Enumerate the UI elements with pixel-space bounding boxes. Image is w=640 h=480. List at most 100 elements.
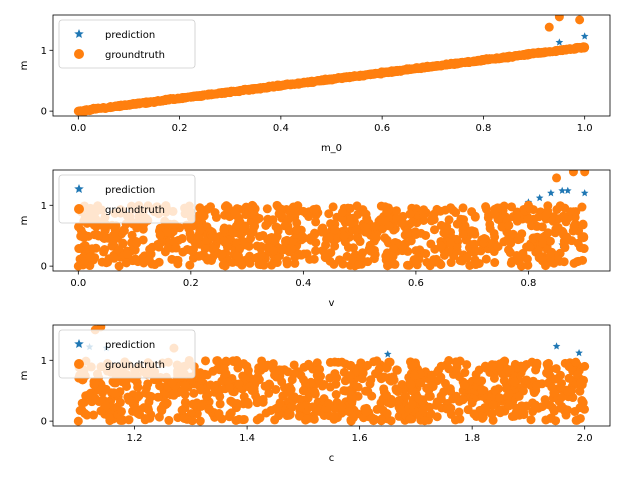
groundtruth-point: [121, 377, 131, 387]
groundtruth-point: [459, 380, 469, 390]
groundtruth-point: [298, 386, 308, 396]
groundtruth-point: [119, 225, 129, 235]
groundtruth-point: [80, 105, 90, 115]
x-tick-label: 1.6: [352, 433, 368, 444]
groundtruth-point: [402, 260, 412, 270]
groundtruth-point: [101, 401, 111, 411]
groundtruth-point: [324, 209, 334, 219]
groundtruth-point: [169, 388, 179, 398]
groundtruth-point: [239, 414, 249, 424]
groundtruth-point: [219, 364, 229, 374]
groundtruth-point: [79, 233, 89, 243]
groundtruth-point: [504, 388, 514, 398]
groundtruth-point: [146, 97, 156, 107]
groundtruth-point: [302, 414, 312, 424]
groundtruth-point: [297, 231, 307, 241]
groundtruth-point: [282, 259, 292, 269]
groundtruth-point: [568, 170, 578, 177]
x-tick-label: 0.2: [183, 278, 199, 289]
groundtruth-point: [449, 59, 459, 69]
groundtruth-point: [444, 356, 454, 366]
groundtruth-point: [406, 236, 416, 246]
groundtruth-point: [121, 258, 131, 268]
groundtruth-point: [203, 255, 213, 265]
groundtruth-point: [141, 388, 151, 398]
groundtruth-point: [303, 78, 313, 88]
x-tick-label: 0.4: [295, 278, 311, 289]
groundtruth-point: [172, 255, 182, 265]
groundtruth-point: [559, 257, 569, 267]
groundtruth-point: [513, 235, 523, 245]
groundtruth-point: [425, 402, 435, 412]
groundtruth-point: [155, 230, 165, 240]
legend-label-groundtruth: groundtruth: [105, 50, 165, 61]
groundtruth-point: [490, 209, 500, 219]
groundtruth-point: [436, 241, 446, 251]
groundtruth-point: [346, 387, 356, 397]
chart-panel-1: 0.0 0.2 0.4 0.6 0.8 1.0 0 1 m_0 m prediction ground…: [19, 14, 611, 154]
groundtruth-point: [219, 225, 229, 235]
groundtruth-point: [232, 251, 242, 261]
legend-marker-groundtruth: [74, 359, 84, 369]
groundtruth-point: [261, 220, 271, 230]
groundtruth-point: [397, 218, 407, 228]
groundtruth-point: [233, 363, 243, 373]
groundtruth-point: [219, 236, 229, 246]
groundtruth-point: [502, 364, 512, 374]
groundtruth-point: [212, 364, 222, 374]
groundtruth-point: [132, 238, 142, 248]
groundtruth-point: [458, 395, 468, 405]
x-tick-label: 1.4: [239, 433, 255, 444]
groundtruth-point: [90, 394, 100, 404]
groundtruth-point: [551, 46, 561, 56]
groundtruth-point: [526, 415, 536, 425]
groundtruth-point: [545, 236, 555, 246]
groundtruth-point: [432, 412, 442, 422]
groundtruth-point: [357, 374, 367, 384]
groundtruth-point: [362, 214, 372, 224]
groundtruth-point: [347, 218, 357, 228]
x-tick-label: 0.4: [273, 123, 289, 134]
groundtruth-point: [380, 202, 390, 212]
groundtruth-point: [370, 414, 380, 424]
legend-box: [58, 174, 196, 224]
groundtruth-point: [580, 42, 590, 52]
prediction-point: [555, 38, 564, 46]
y-axis-label: m: [19, 61, 30, 71]
groundtruth-point: [460, 57, 470, 67]
groundtruth-point: [471, 260, 481, 270]
groundtruth-point: [551, 224, 561, 234]
groundtruth-point: [343, 243, 353, 253]
groundtruth-point: [458, 229, 468, 239]
groundtruth-point: [259, 260, 269, 270]
groundtruth-point: [397, 241, 407, 251]
groundtruth-point: [525, 242, 535, 252]
groundtruth-point: [363, 257, 373, 267]
groundtruth-point: [407, 400, 417, 410]
groundtruth-point: [144, 397, 154, 407]
groundtruth-point: [160, 95, 170, 105]
groundtruth-point: [178, 247, 188, 257]
groundtruth-point: [563, 405, 572, 415]
groundtruth-point: [215, 391, 225, 401]
groundtruth-point: [531, 365, 541, 375]
groundtruth-point: [452, 219, 462, 229]
groundtruth-point: [195, 225, 205, 235]
groundtruth-point: [225, 383, 235, 393]
groundtruth-point: [569, 221, 579, 231]
groundtruth-point: [74, 222, 84, 232]
groundtruth-point: [497, 222, 507, 232]
groundtruth-point: [135, 410, 145, 420]
data-marks: [73, 15, 590, 116]
groundtruth-point: [346, 360, 356, 370]
groundtruth-point: [274, 365, 284, 375]
groundtruth-point: [469, 409, 479, 419]
groundtruth-point: [333, 357, 343, 367]
groundtruth-point: [320, 252, 330, 262]
groundtruth-point: [436, 372, 446, 382]
groundtruth-point: [562, 44, 572, 54]
groundtruth-point: [312, 370, 322, 380]
groundtruth-point: [74, 244, 84, 254]
groundtruth-point: [502, 235, 512, 245]
legend: prediction groundtruth: [58, 174, 196, 224]
